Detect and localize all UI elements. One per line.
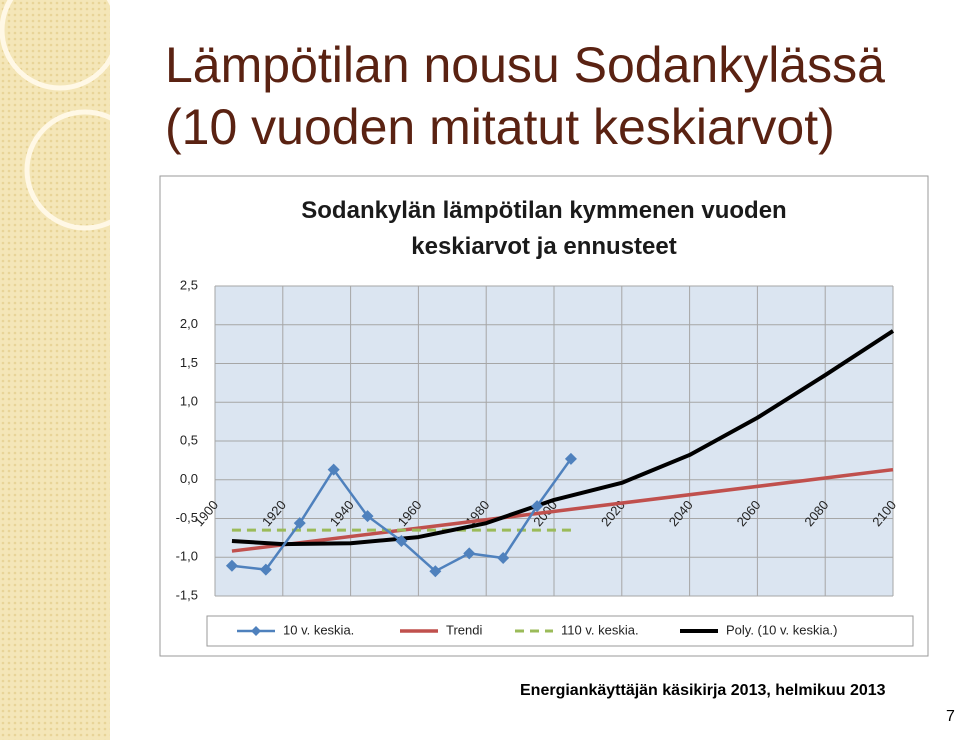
slide-title: (10 vuoden mitatut keskiarvot) xyxy=(165,99,835,155)
slide-title: Lämpötilan nousu Sodankylässä xyxy=(165,37,885,93)
data-marker xyxy=(327,463,340,476)
legend-marker xyxy=(251,626,261,636)
data-marker xyxy=(293,517,306,530)
legend-label: 110 v. keskia. xyxy=(561,622,639,637)
data-marker xyxy=(259,563,272,576)
series-line xyxy=(231,467,894,553)
legend-box xyxy=(206,615,914,647)
decor-strip xyxy=(0,0,110,740)
y-tick-label: 1,0 xyxy=(180,394,198,409)
y-tick-label: 0,5 xyxy=(180,432,198,447)
y-tick-label: 2,0 xyxy=(180,316,198,331)
chart-title: Sodankylän lämpötilan kymmenen vuoden xyxy=(301,197,787,224)
series-line xyxy=(231,329,895,547)
y-tick-label: 2,5 xyxy=(180,277,198,292)
legend-label: Poly. (10 v. keskia.) xyxy=(726,622,838,637)
data-marker xyxy=(361,510,374,523)
data-marker xyxy=(531,500,544,513)
data-marker xyxy=(463,547,476,560)
data-marker xyxy=(429,565,442,578)
y-tick-label: -1,0 xyxy=(176,549,198,564)
footer: Energiankäyttäjän käsikirja 2013, helmik… xyxy=(520,682,886,699)
legend-label: Trendi xyxy=(446,622,482,637)
data-marker xyxy=(225,559,238,572)
y-tick-label: -1,5 xyxy=(176,587,198,602)
legend-label: 10 v. keskia. xyxy=(283,622,354,637)
y-tick-label: -0,5 xyxy=(176,510,198,525)
chart-title: keskiarvot ja ennusteet xyxy=(411,233,677,260)
data-marker xyxy=(395,534,408,547)
page-number: 7 xyxy=(946,708,955,725)
y-tick-label: 0,0 xyxy=(180,471,198,486)
data-marker xyxy=(564,452,577,465)
y-tick-label: 1,5 xyxy=(180,355,198,370)
data-marker xyxy=(497,552,510,565)
